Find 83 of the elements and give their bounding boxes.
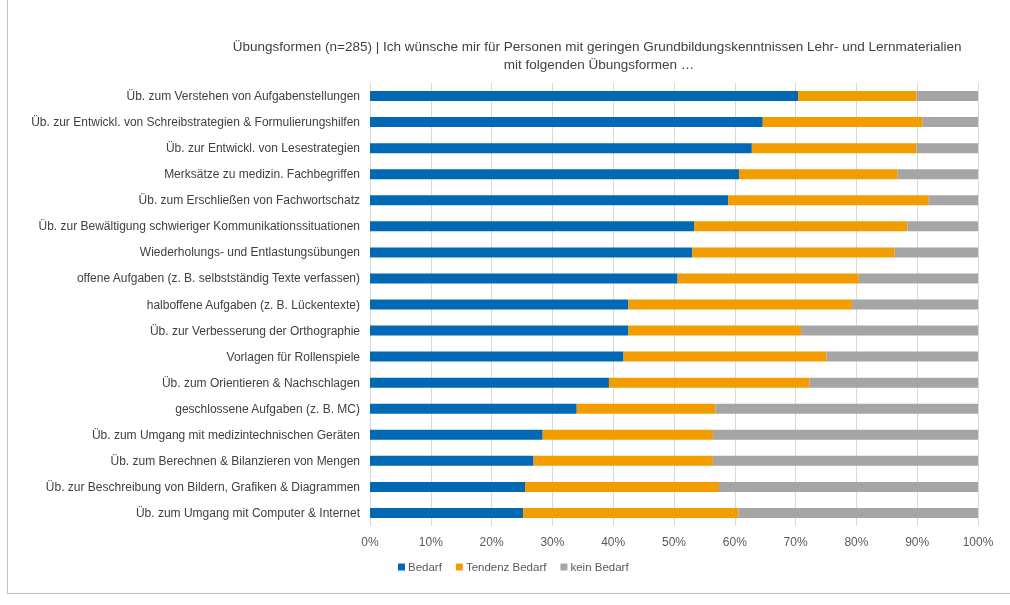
bar	[694, 221, 908, 232]
bar	[751, 143, 917, 154]
bar	[370, 325, 629, 336]
bar	[677, 273, 859, 284]
y-tick-label: Üb. zur Bewältigung schwieriger Kommunikationssituationen	[38, 219, 360, 234]
bar	[370, 299, 629, 310]
legend-label: Bedarf	[408, 561, 443, 573]
bar	[370, 169, 740, 180]
bar	[922, 117, 978, 128]
bar	[533, 455, 713, 466]
bar	[715, 403, 978, 414]
y-tick-label: Üb. zum Orientieren & Nachschlagen	[161, 375, 360, 390]
bar	[916, 91, 978, 102]
bar	[916, 143, 978, 154]
y-tick-label: offene Aufgaben (z. B. selbstständig Texte verfassen)	[76, 271, 360, 286]
bar	[858, 273, 978, 284]
y-tick-label: Üb. zum Umgang mit Computer & Internet	[135, 505, 361, 520]
bar	[525, 481, 719, 492]
bar	[370, 481, 526, 492]
y-tick-label: halboffene Aufgaben (z. B. Lückentexte)	[146, 297, 360, 312]
y-tick-label: Üb. zum Berechnen & Bilanzieren von Mengen	[110, 453, 360, 468]
bar	[370, 429, 543, 440]
bar	[608, 377, 810, 388]
y-tick-label: Wiederholungs- und Entlastungsübungen	[139, 245, 360, 260]
bar	[728, 195, 929, 206]
bar	[897, 169, 978, 180]
y-tick-label: geschlossene Aufgaben (z. B. MC)	[175, 401, 360, 416]
x-tick-label: 50%	[661, 535, 687, 549]
bar	[907, 221, 978, 232]
y-tick-label: Üb. zum Erschließen von Fachwortschatz	[138, 193, 360, 208]
bar	[370, 455, 534, 466]
y-tick-label: Vorlagen für Rollenspiele	[226, 349, 361, 364]
x-tick-label: 20%	[479, 535, 504, 549]
x-tick-label: 60%	[722, 535, 748, 549]
y-tick-label: Üb. zum Verstehen von Aufgabenstellungen	[126, 89, 360, 104]
y-tick-label: Üb. zur Entwickl. von Schreibstrategien & Formulierungshilfen	[31, 115, 360, 130]
bar	[628, 299, 853, 310]
bar	[809, 377, 978, 388]
bar	[628, 325, 802, 336]
y-tick-label: Üb. zum Umgang mit medizintechnischen Geräten	[91, 427, 360, 442]
x-tick-label: 70%	[783, 535, 808, 549]
bar	[370, 143, 752, 154]
bar	[370, 507, 524, 518]
bar	[739, 169, 898, 180]
legend-label: kein Bedarf	[570, 561, 630, 573]
bar	[826, 351, 978, 362]
bar	[692, 247, 895, 258]
bar	[894, 247, 978, 258]
bar	[712, 429, 978, 440]
bar	[928, 195, 978, 206]
bar	[801, 325, 978, 336]
bar	[370, 117, 763, 128]
y-tick-label: Üb. zur Beschreibung von Bildern, Grafiken & Diagrammen	[45, 479, 360, 494]
bar	[623, 351, 827, 362]
bar	[576, 403, 716, 414]
bar	[762, 117, 923, 128]
bar	[798, 91, 917, 102]
bar	[370, 195, 729, 206]
bar	[718, 481, 978, 492]
x-tick-label: 30%	[540, 535, 565, 549]
chart-title: Übungsformen (n=285) | Ich wünsche mir für Personen mit geringen Grundbildungskenntnissen Lehr- und Lernmaterialien mit folgenden Übungsformen …	[232, 38, 966, 72]
x-tick-label: 100%	[962, 535, 994, 549]
y-tick-label: Üb. zur Verbesserung der Orthographie	[149, 323, 361, 338]
bar	[523, 507, 739, 518]
x-tick-label: 10%	[418, 535, 444, 549]
y-tick-label: Merksätze zu medizin. Fachbegriffen	[164, 167, 360, 182]
legend-label: Tendenz Bedarf	[465, 561, 548, 573]
bar	[542, 429, 713, 440]
bar	[370, 273, 678, 284]
x-tick-label: 0%	[361, 535, 379, 549]
x-tick-label: 40%	[601, 535, 626, 549]
y-tick-label: Üb. zur Entwickl. von Lesestrategien	[165, 141, 360, 156]
bar	[370, 247, 693, 258]
bar	[738, 507, 978, 518]
bar	[370, 221, 695, 232]
bar	[370, 403, 577, 414]
bar	[712, 455, 978, 466]
bar	[370, 91, 799, 102]
bar	[852, 299, 978, 310]
x-tick-label: 80%	[844, 535, 869, 549]
bar	[370, 377, 609, 388]
x-tick-label: 90%	[905, 535, 930, 549]
bar	[370, 351, 624, 362]
